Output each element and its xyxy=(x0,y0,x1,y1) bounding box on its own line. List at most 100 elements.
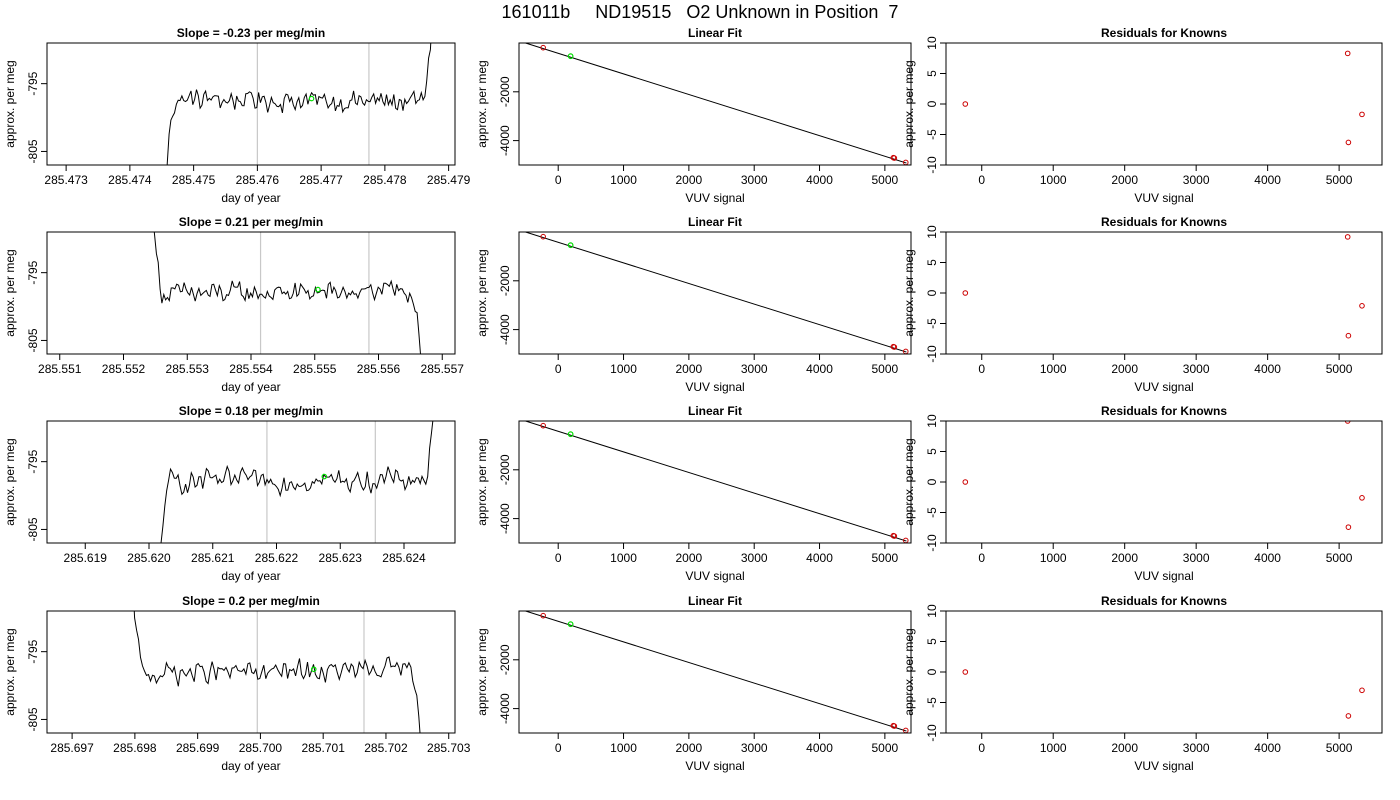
y-tick-label: -5 xyxy=(925,318,939,329)
panel-title: Slope = -0.23 per meg/min xyxy=(177,26,325,40)
known-point xyxy=(1344,50,1351,57)
x-tick-label: 5000 xyxy=(1326,362,1353,376)
known-point xyxy=(891,155,898,161)
y-tick-label: -795 xyxy=(26,449,40,473)
x-tick-label: 285.554 xyxy=(229,362,273,376)
x-axis-label: day of year xyxy=(221,380,280,394)
x-axis-label: VUV signal xyxy=(1134,191,1193,205)
plot-frame xyxy=(945,420,1383,544)
plot-area xyxy=(153,232,421,354)
fit-line xyxy=(525,611,907,732)
x-tick-label: 4000 xyxy=(1254,362,1281,376)
plot-frame xyxy=(46,420,456,544)
known-point xyxy=(1344,234,1351,240)
x-tick-label: 285.621 xyxy=(191,551,235,565)
signal-trace xyxy=(153,232,421,354)
y-tick-label: -2000 xyxy=(498,265,512,296)
plot-frame xyxy=(518,420,912,544)
y-tick-label: -2000 xyxy=(498,76,512,107)
known-point xyxy=(962,669,969,675)
x-tick-label: 285.700 xyxy=(239,741,283,755)
x-tick-label: 4000 xyxy=(1254,173,1281,187)
x-tick-label: 4000 xyxy=(1254,741,1281,755)
panel-title: Slope = 0.2 per meg/min xyxy=(182,594,320,608)
known-point xyxy=(1345,713,1352,719)
panel-linear-fit-row3: Linear Fit 0 1000 2000 3000 4000 5000 -2000 -400… xyxy=(475,404,912,583)
plot-frame xyxy=(518,610,912,734)
y-tick-label: 5 xyxy=(925,259,939,266)
known-point xyxy=(1359,495,1365,501)
unknown-mean-marker xyxy=(315,286,321,293)
x-tick-label: 0 xyxy=(555,551,562,565)
x-tick-label: 2000 xyxy=(1111,551,1138,565)
y-tick-label: -4000 xyxy=(498,693,512,724)
y-axis-label: approx. per meg xyxy=(475,438,489,525)
x-tick-label: 285.699 xyxy=(176,741,220,755)
x-tick-label: 4000 xyxy=(1254,551,1281,565)
y-axis-label: approx. per meg xyxy=(3,628,17,715)
x-tick-label: 0 xyxy=(555,362,562,376)
x-tick-label: 285.473 xyxy=(44,173,88,187)
x-tick-label: 1000 xyxy=(610,741,637,755)
signal-trace xyxy=(133,611,421,733)
x-tick-label: 285.478 xyxy=(363,173,407,187)
y-axis-label: approx. per meg xyxy=(3,249,17,336)
plot-area xyxy=(525,611,909,733)
x-tick-label: 2000 xyxy=(676,741,703,755)
y-axis-label: approx. per meg xyxy=(902,60,916,147)
x-tick-label: 4000 xyxy=(806,551,833,565)
y-tick-label: -795 xyxy=(26,639,40,663)
y-tick-label: 10 xyxy=(925,225,939,239)
plot-frame xyxy=(46,231,456,355)
x-tick-label: 285.619 xyxy=(64,551,108,565)
plot-area xyxy=(525,43,909,165)
plot-frame xyxy=(945,610,1383,734)
y-axis-label: approx. per meg xyxy=(902,438,916,525)
y-tick-label: 0 xyxy=(925,478,939,485)
unknown-mean-marker xyxy=(310,666,317,673)
panel-title: Residuals for Knowns xyxy=(1101,26,1227,40)
x-tick-label: 285.553 xyxy=(166,362,210,376)
x-tick-label: 4000 xyxy=(806,741,833,755)
plot-area xyxy=(525,421,909,543)
known-point xyxy=(540,422,546,429)
x-tick-label: 1000 xyxy=(1040,362,1067,376)
x-tick-label: 2000 xyxy=(1111,741,1138,755)
panel-residuals-row3: Residuals for Knowns 0 1000 2000 3000 4000 500… xyxy=(902,404,1383,583)
x-tick-label: 2000 xyxy=(676,362,703,376)
x-tick-label: 285.698 xyxy=(113,741,157,755)
panel-timeseries-row1: Slope = -0.23 per meg/min 285.473 285.474 2… xyxy=(3,26,471,205)
x-tick-label: 0 xyxy=(978,362,985,376)
plot-area xyxy=(962,50,1365,146)
known-point xyxy=(962,479,969,485)
known-point xyxy=(891,723,898,729)
x-tick-label: 285.477 xyxy=(299,173,343,187)
panel-residuals-row4: Residuals for Knowns 0 1000 2000 3000 4000 500… xyxy=(902,594,1383,773)
y-tick-label: 0 xyxy=(925,100,939,107)
x-tick-label: 5000 xyxy=(872,173,899,187)
y-tick-label: -805 xyxy=(26,517,40,541)
panel-linear-fit-row4: Linear Fit 0 1000 2000 3000 4000 5000 -2000 -400… xyxy=(475,594,912,773)
panel-title: Linear Fit xyxy=(688,404,742,418)
x-tick-label: 285.624 xyxy=(382,551,426,565)
fit-line xyxy=(525,43,907,164)
panel-title: Residuals for Knowns xyxy=(1101,215,1227,229)
y-tick-label: -10 xyxy=(925,724,939,742)
panel-residuals-row2: Residuals for Knowns 0 1000 2000 3000 4000 500… xyxy=(902,215,1383,394)
panel-linear-fit-row1: Linear Fit 0 1000 2000 3000 4000 5000 -2000 -400… xyxy=(475,26,912,205)
x-tick-label: 3000 xyxy=(1183,173,1210,187)
x-axis-label: day of year xyxy=(221,569,280,583)
y-tick-label: -805 xyxy=(26,707,40,731)
unknown-point xyxy=(567,621,574,628)
x-tick-label: 285.479 xyxy=(427,173,471,187)
x-axis-label: VUV signal xyxy=(685,569,744,583)
known-point xyxy=(962,101,969,107)
x-tick-label: 0 xyxy=(978,741,985,755)
known-point xyxy=(891,344,898,350)
x-tick-label: 0 xyxy=(978,551,985,565)
y-tick-label: -5 xyxy=(925,129,939,140)
y-tick-label: 5 xyxy=(925,70,939,77)
signal-trace xyxy=(160,421,434,543)
y-axis-label: approx. per meg xyxy=(902,249,916,336)
